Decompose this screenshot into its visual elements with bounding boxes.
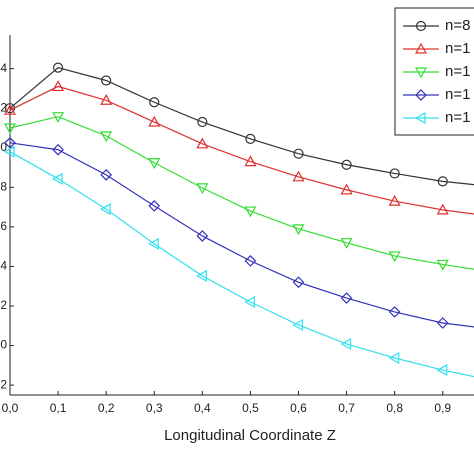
- x-tick-label: 0,5: [242, 401, 259, 415]
- data-point: [388, 194, 401, 206]
- legend-label: n=8: [445, 17, 470, 34]
- x-tick-label: 0,6: [290, 401, 307, 415]
- legend-marker: [415, 89, 427, 101]
- data-point: [148, 115, 161, 127]
- data-point: [196, 137, 209, 149]
- x-tick-label: 0,4: [194, 401, 211, 415]
- y-tick-label: 2: [0, 298, 7, 312]
- data-point: [292, 318, 304, 331]
- data-point: [101, 75, 112, 86]
- y-tick-label: 8: [0, 179, 7, 193]
- data-point: [99, 203, 111, 216]
- legend-marker: [414, 42, 428, 54]
- y-tick-label: 2: [0, 377, 7, 391]
- data-point: [389, 168, 400, 179]
- data-point: [100, 131, 113, 143]
- x-tick-label: 0,8: [386, 401, 403, 415]
- x-tick-label: 0,3: [146, 401, 163, 415]
- data-point: [341, 159, 352, 170]
- data-point: [340, 183, 353, 195]
- data-point: [196, 269, 207, 282]
- data-point: [196, 183, 209, 195]
- data-point: [52, 62, 64, 73]
- legend-label: n=1: [445, 109, 470, 126]
- legend-label: n=1: [445, 40, 470, 57]
- data-point: [436, 317, 449, 329]
- data-point: [197, 116, 208, 128]
- data-point: [100, 94, 113, 105]
- data-point: [148, 237, 159, 250]
- data-point: [436, 203, 449, 215]
- legend-label: n=1: [445, 63, 470, 80]
- series-line: [9, 151, 474, 378]
- data-point: [52, 112, 65, 123]
- y-tick-label: 6: [0, 219, 7, 233]
- data-point: [52, 143, 64, 156]
- legend-marker: [415, 20, 427, 32]
- data-point: [148, 200, 161, 212]
- x-tick-label: 0,9: [434, 401, 451, 415]
- data-point: [292, 170, 305, 182]
- data-point: [245, 133, 256, 144]
- data-point: [388, 351, 400, 365]
- x-tick-label: 0,0: [2, 401, 19, 415]
- series-line: [9, 142, 474, 328]
- data-point: [293, 148, 304, 159]
- data-point: [340, 292, 353, 304]
- data-point: [437, 176, 448, 187]
- data-point: [244, 255, 257, 267]
- data-point: [149, 97, 160, 108]
- data-point: [51, 172, 63, 185]
- data-point: [388, 251, 401, 263]
- data-point: [340, 337, 352, 350]
- y-tick-label: 2: [0, 100, 7, 114]
- data-point: [3, 145, 15, 158]
- y-tick-label: 0: [0, 140, 7, 154]
- legend-marker: [414, 111, 426, 125]
- y-tick-label: 4: [0, 61, 7, 75]
- x-tick-label: 0,1: [50, 401, 67, 415]
- data-point: [52, 80, 65, 92]
- data-point: [3, 103, 17, 115]
- data-point: [100, 168, 113, 181]
- series-line: [9, 116, 474, 270]
- x-axis-label: Longitudinal Coordinate Z: [164, 427, 336, 444]
- y-tick-label: 4: [0, 259, 7, 273]
- data-point: [292, 276, 305, 289]
- x-tick-label: 0,7: [338, 401, 355, 415]
- data-point: [4, 136, 16, 149]
- legend-label: n=1: [445, 86, 470, 103]
- data-point: [244, 296, 256, 309]
- x-tick-label: 0,2: [98, 401, 115, 415]
- data-point: [244, 155, 257, 167]
- y-tick-label: 0: [0, 338, 7, 352]
- legend-marker: [414, 67, 428, 79]
- data-point: [244, 206, 257, 218]
- data-point: [3, 123, 17, 135]
- data-point: [340, 238, 353, 249]
- series-line: [9, 66, 474, 186]
- data-point: [436, 364, 448, 377]
- data-point: [436, 259, 449, 271]
- series-line: [9, 85, 474, 215]
- data-point: [388, 306, 401, 318]
- data-point: [148, 158, 161, 170]
- data-point: [292, 224, 305, 236]
- data-point: [196, 230, 209, 242]
